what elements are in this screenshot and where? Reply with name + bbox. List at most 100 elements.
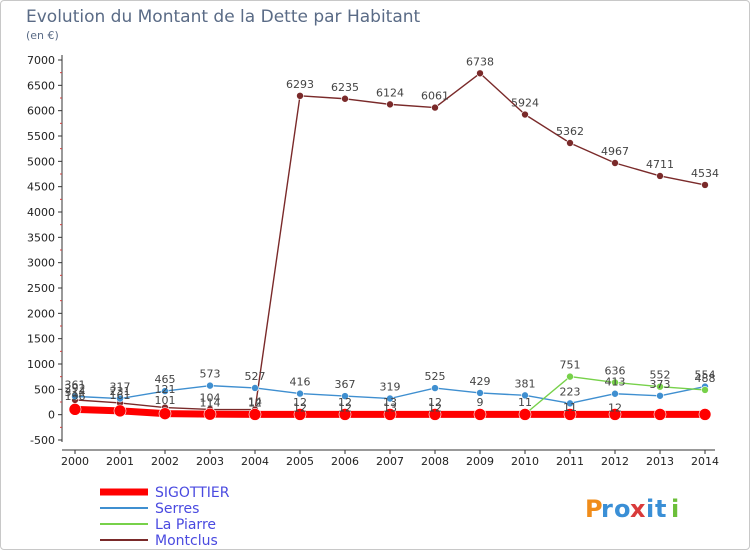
x-tick-label: 2009 [466,455,494,468]
y-tick-label: 4500 [27,181,55,194]
data-label: 488 [695,372,716,385]
data-point [71,392,79,401]
y-tick-label: 5500 [27,130,55,143]
data-point [608,408,622,421]
y-tick-label: 3500 [27,231,55,244]
series-line-montclus [74,72,706,411]
data-label: 12 [293,396,307,409]
data-label: 367 [335,378,356,391]
data-label: 552 [650,369,671,382]
legend-label: La Piarre [155,517,216,533]
x-tick-label: 2010 [511,455,539,468]
y-tick-label: 6500 [27,79,55,92]
data-point [653,408,667,421]
data-point [518,408,532,421]
y-tick-label: 1000 [27,358,55,371]
data-label: 12 [248,397,262,410]
chart-subtitle: (en €) [26,29,59,42]
data-label: 554 [695,369,716,382]
data-label: 114 [200,396,221,409]
data-label: 381 [515,377,536,390]
data-label: 5924 [511,97,539,110]
data-point [341,94,349,103]
data-label: 4711 [646,158,674,171]
data-point [68,403,82,416]
proxiti-logo: Pr o x i t i [585,495,679,523]
data-point [656,382,664,391]
chart-title: Evolution du Montant de la Dette par Hab… [26,7,421,27]
y-tick-label: 3000 [27,257,55,270]
data-label: 4534 [691,167,719,180]
data-labels: 361 317 465 573 527 416 367 319 525 429 381 223 413 3… [65,55,720,414]
y-tick-label: -500 [30,434,55,447]
y-tick-label: 2000 [27,307,55,320]
data-point [611,389,619,398]
data-point [563,408,577,421]
y-tick-label: 2500 [27,282,55,295]
x-tick-label: 2001 [106,455,134,468]
logo-letter: i [671,495,679,523]
x-tick-label: 2003 [196,455,224,468]
data-label: 6124 [376,86,404,99]
data-label: 4967 [601,145,629,158]
data-point [386,100,394,109]
x-tick-label: 2006 [331,455,359,468]
data-point [473,408,487,421]
data-point [566,372,574,381]
data-label: 465 [155,373,176,386]
data-label: 104 [200,391,221,404]
y-tick-label: 1500 [27,333,55,346]
y-tick-label: 7000 [27,54,55,67]
data-point [206,381,214,390]
data-label: 12 [428,396,442,409]
data-label: 121 [155,383,176,396]
data-label: 636 [605,364,626,377]
data-point [611,159,619,167]
data-point [521,391,529,400]
data-label: 373 [650,378,671,391]
data-point [296,389,304,398]
data-label: 12 [293,402,307,415]
data-label: 12 [608,402,622,415]
y-tick-label: 6000 [27,105,55,118]
data-label: 751 [560,359,581,372]
data-point [293,408,307,421]
data-point [656,172,664,180]
data-label: 9 [477,396,484,409]
data-point [431,103,439,112]
data-point [698,408,712,421]
data-label: 317 [110,381,131,394]
legend-label: Serres [155,501,199,517]
data-point [431,384,439,392]
data-label: 14 [248,396,262,409]
x-tick-label: 2004 [241,455,269,468]
data-label: 11 [518,396,532,409]
legend-label: Montclus [155,533,218,549]
data-point [248,408,262,421]
data-label: 13 [383,396,397,409]
data-label: 314 [65,386,86,399]
data-point [203,407,217,421]
data-label: 223 [560,385,581,398]
data-label: 6293 [286,78,314,91]
data-label: 12 [338,396,352,409]
data-point [476,389,484,397]
data-label: 196 [65,390,86,403]
x-tick-label: 2005 [286,455,314,468]
data-label: 416 [290,376,311,389]
x-tick-label: 2012 [601,455,629,468]
data-point [566,139,574,147]
x-tick-label: 2007 [376,455,404,468]
data-label: 12 [428,402,442,415]
data-point [701,386,709,394]
series-layer [68,69,712,421]
data-label: 101 [155,394,176,407]
data-label: 319 [380,381,401,394]
data-label: 525 [425,370,446,383]
x-tick-label: 2008 [421,455,449,468]
data-point [116,394,124,403]
x-tick-label: 2000 [61,455,89,468]
logo-letter: o [614,495,631,523]
